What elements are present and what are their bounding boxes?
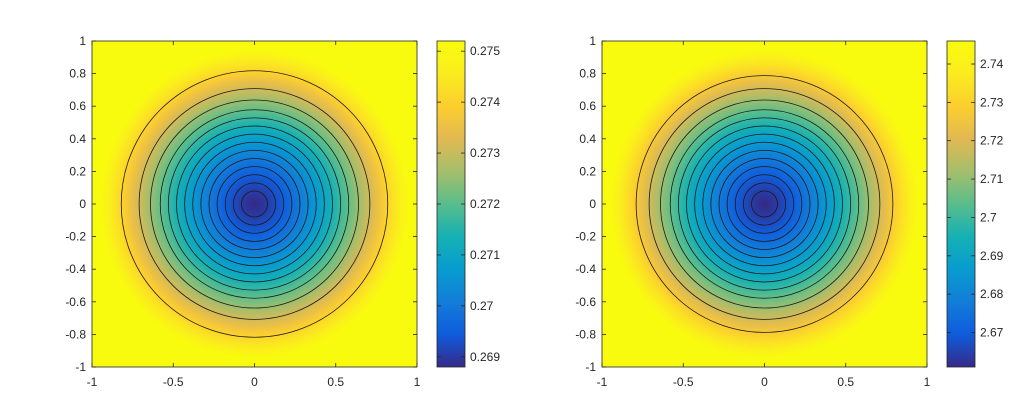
x-tick-label: 0.5	[837, 375, 854, 389]
y-tick-label: -1	[75, 360, 86, 374]
x-tick-label: 1	[924, 375, 931, 389]
contour-line	[200, 149, 309, 259]
colorbar-tick-label: 0.275	[470, 44, 500, 58]
contour-line	[751, 190, 778, 218]
plot-1: -1 -0.5 0 0.5 1 1 0.8 0.6 0.4 0.2 0 -0.2 -0.4 -0.6 -0.…	[65, 34, 500, 389]
colorbar-tick-label: 0.273	[470, 146, 500, 160]
y-tick-label: -0.2	[65, 230, 86, 244]
y-tick-label: 0.2	[69, 164, 86, 178]
x-tick-label: 0.5	[327, 375, 344, 389]
colorbar-tick-label: 2.74	[980, 57, 1004, 71]
colorbar-tick-label: 2.73	[980, 95, 1004, 109]
colorbar-gradient	[437, 41, 465, 367]
y-tick-label: -0.4	[65, 262, 86, 276]
y-tick-label: -0.4	[575, 262, 596, 276]
contour-line	[635, 75, 894, 333]
y-tick-label: -0.6	[575, 295, 596, 309]
contour-line	[726, 166, 803, 242]
colorbar-tick-label: 0.272	[470, 197, 500, 211]
colorbar-tick-label: 2.7	[980, 210, 997, 224]
y-tick-label: 0.6	[579, 99, 596, 113]
y-tick-label: 1	[589, 34, 596, 48]
y-tick-label: -0.6	[65, 295, 86, 309]
contour-line	[669, 109, 860, 299]
contour-line	[167, 117, 342, 291]
colorbar-box	[946, 40, 976, 368]
y-tick-label: -0.8	[65, 327, 86, 341]
contour-line	[138, 88, 371, 320]
colorbar-tick-label: 2.72	[980, 134, 1004, 148]
contour-line	[120, 70, 389, 338]
colorbar-tick-label: 0.27	[470, 299, 494, 313]
plot-2: -1 -0.5 0 0.5 1 1 0.8 0.6 0.4 0.2 0 -0.2 -0.4 -0.6 -0.…	[575, 34, 1003, 389]
contour-line	[184, 133, 325, 275]
contour-line	[710, 149, 819, 259]
colorbar: 0.269 0.27 0.271 0.272 0.273 0.274 0.275	[436, 40, 500, 368]
x-tick-label: 1	[414, 375, 421, 389]
colorbar: 2.67 2.68 2.69 2.7 2.71 2.72 2.73 2.74	[946, 40, 1004, 368]
contour-line	[150, 99, 359, 309]
y-tick-label: 0	[589, 197, 596, 211]
contour-line	[192, 141, 317, 267]
y-tick-label: 0.4	[69, 132, 86, 146]
colorbar-tick-label: 2.69	[980, 249, 1004, 263]
colorbar-tick-label: 2.68	[980, 287, 1004, 301]
contour-line	[742, 182, 787, 226]
colorbar-tick-label: 0.274	[470, 95, 500, 109]
contour-line	[159, 109, 350, 299]
x-tick-label: 0	[761, 375, 768, 389]
y-tick-label: 1	[79, 34, 86, 48]
contour-line	[232, 182, 277, 226]
colorbar-tick-label: 0.271	[470, 248, 500, 262]
x-tick-label: -1	[87, 375, 98, 389]
y-tick-label: 0.4	[579, 132, 596, 146]
contour-line	[648, 88, 881, 320]
contour-line	[734, 174, 795, 234]
y-tick-label: 0	[79, 197, 86, 211]
contour-line	[718, 158, 811, 250]
contour-line	[224, 174, 285, 234]
y-tick-label: 0.6	[69, 99, 86, 113]
colorbar-tick-label: 2.67	[980, 325, 1004, 339]
contour-line	[702, 141, 827, 267]
contour-line	[686, 125, 843, 283]
y-tick-label: -0.2	[575, 230, 596, 244]
x-tick-label: -0.5	[673, 375, 694, 389]
contour-lines	[635, 75, 894, 333]
contour-line	[216, 166, 293, 242]
colorbar-tick-label: 0.269	[470, 350, 500, 364]
y-tick-label: 0.8	[69, 67, 86, 81]
contour-line	[208, 158, 301, 250]
y-tick-label: 0.8	[579, 67, 596, 81]
colorbar-gradient	[947, 41, 975, 367]
x-tick-label: 0	[251, 375, 258, 389]
heatmap-field	[602, 41, 927, 367]
x-tick-label: -0.5	[163, 375, 184, 389]
colorbar-tick-label: 2.71	[980, 172, 1004, 186]
y-tick-label: -1	[585, 360, 596, 374]
y-tick-label: 0.2	[579, 164, 596, 178]
y-tick-label: -0.8	[575, 327, 596, 341]
contour-lines	[120, 70, 389, 338]
contour-line	[660, 99, 869, 309]
x-tick-label: -1	[597, 375, 608, 389]
contour-line	[677, 117, 852, 291]
heatmap-field	[92, 41, 417, 367]
contour-line	[241, 190, 268, 218]
contour-line	[694, 133, 835, 275]
contour-line	[176, 125, 333, 283]
